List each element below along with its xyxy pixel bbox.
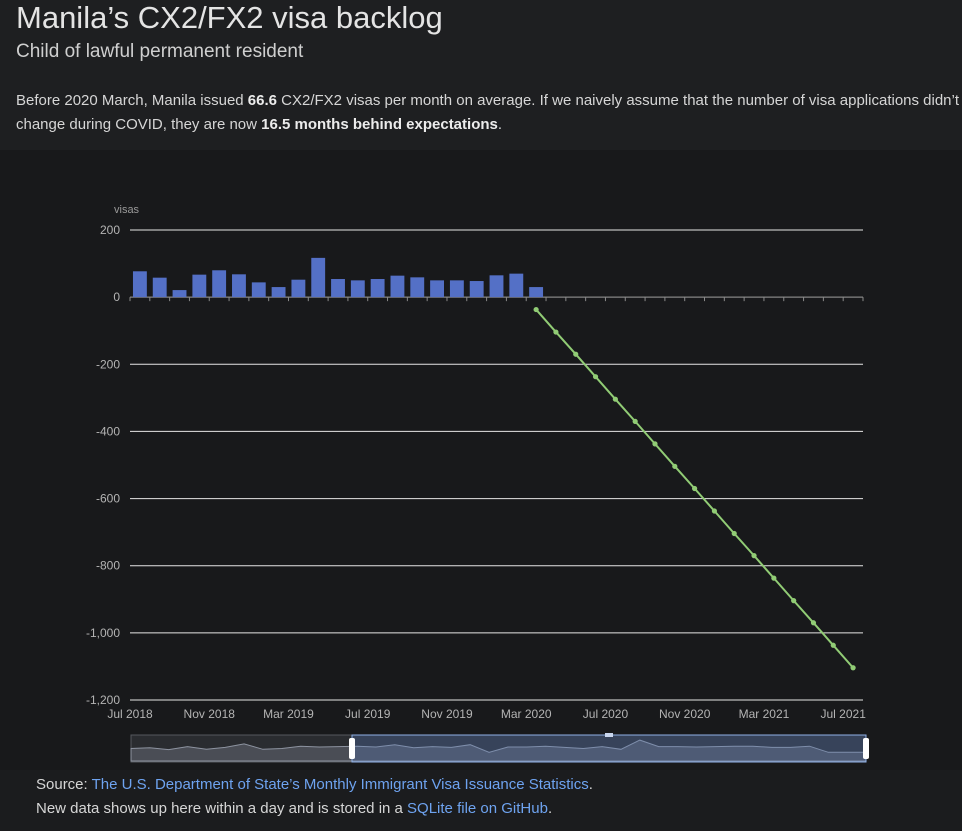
grid-lines (130, 229, 863, 701)
source-prefix: Source: (36, 776, 92, 793)
x-tick-label: Mar 2019 (263, 707, 314, 721)
zoom-handle-left[interactable] (349, 738, 355, 759)
bar (529, 287, 544, 298)
x-tick-label: Nov 2019 (421, 707, 473, 721)
x-tick-label: Jul 2021 (821, 707, 867, 721)
x-tick-label: Nov 2020 (659, 707, 711, 721)
line-point (791, 598, 797, 604)
source-link[interactable]: The U.S. Department of State’s Monthly I… (91, 776, 589, 793)
summary-part3: . (497, 116, 503, 133)
summary-average: 66.6 (247, 92, 277, 109)
x-tick-label: Mar 2020 (501, 707, 552, 721)
zoom-move-grip[interactable] (605, 733, 613, 737)
bar (350, 280, 365, 298)
chart-panel (0, 150, 962, 770)
x-tick-label: Nov 2018 (184, 707, 236, 721)
line-series (533, 306, 856, 671)
line-point (672, 463, 678, 469)
x-axis: Jul 2018 Nov 2018 Mar 2019 Jul 2019 Nov 2019… (107, 296, 867, 721)
bar (449, 280, 464, 298)
source-line-1: Source: The U.S. Department of State’s M… (36, 773, 593, 797)
bar (212, 270, 227, 298)
bar (251, 282, 266, 298)
y-tick-label: -1,000 (86, 626, 120, 640)
y-tick-label: -1,200 (86, 693, 120, 707)
line-point (771, 575, 777, 581)
zoom-overview-area (130, 739, 867, 762)
y-axis-label: visas (114, 204, 140, 216)
source-line2-suffix: . (547, 800, 553, 817)
bar (489, 275, 504, 298)
bar (430, 280, 445, 298)
bar (271, 287, 286, 298)
line-point (533, 306, 539, 313)
zoom-handle-right[interactable] (863, 738, 869, 759)
line-point (553, 329, 559, 335)
bar (390, 275, 405, 298)
line-point (830, 642, 836, 648)
y-tick-label: -200 (96, 357, 120, 371)
page-title: Manila’s CX2/FX2 visa backlog (16, 0, 443, 35)
bar (172, 290, 187, 298)
line-point (751, 553, 757, 559)
y-tick-label: 200 (100, 223, 120, 237)
source-line-2: New data shows up here within a day and … (36, 797, 593, 821)
source-suffix: . (588, 776, 593, 793)
summary-part2: CX2/FX2 visas per month on average. If w… (16, 92, 960, 133)
y-tick-label: -400 (96, 424, 120, 438)
bar (291, 279, 306, 298)
line-point (810, 620, 817, 626)
x-tick-label: Jul 2018 (107, 707, 153, 721)
zoom-selection[interactable] (351, 734, 867, 763)
page-subtitle: Child of lawful permanent resident (16, 41, 304, 62)
line-point (612, 396, 618, 402)
x-tick-label: Jul 2020 (583, 707, 629, 721)
line-point (592, 374, 599, 380)
y-tick-label: 0 (113, 290, 120, 304)
backlog-chart: 200 0 -200 -400 -600 -800 -1,000 -1,200 visas Ju… (86, 204, 869, 763)
summary-behind: 16.5 months behind expectations (261, 116, 498, 133)
summary-text: Before 2020 March, Manila issued 66.6 CX… (16, 89, 962, 137)
bar (331, 279, 345, 298)
header-band (0, 0, 962, 150)
source-line2-prefix: New data shows up here within a day and … (36, 800, 408, 817)
line-point (692, 485, 698, 492)
bar (152, 277, 167, 298)
bar (370, 279, 385, 298)
bar (509, 273, 524, 298)
source-text: Source: The U.S. Department of State’s M… (36, 773, 593, 821)
bar (132, 271, 147, 298)
y-tick-label: -600 (96, 492, 120, 506)
bar (410, 277, 425, 298)
summary-part1: Before 2020 March, Manila issued (16, 92, 248, 109)
bar (469, 281, 484, 298)
line-point (632, 418, 638, 424)
y-tick-label: -800 (96, 559, 120, 573)
bar (192, 274, 207, 298)
line-point (731, 530, 737, 537)
bar (232, 274, 246, 298)
y-axis: 200 0 -200 -400 -600 -800 -1,000 -1,200 visas (86, 204, 140, 707)
line-point (850, 665, 856, 671)
data-zoom[interactable] (130, 733, 869, 763)
x-tick-label: Jul 2019 (345, 707, 391, 721)
github-link[interactable]: SQLite file on GitHub (407, 800, 548, 817)
bar (311, 257, 326, 298)
x-tick-label: Mar 2021 (739, 707, 790, 721)
bar-series (132, 257, 544, 298)
line-point (652, 441, 658, 447)
line-point (711, 508, 718, 514)
line-point (573, 351, 579, 357)
